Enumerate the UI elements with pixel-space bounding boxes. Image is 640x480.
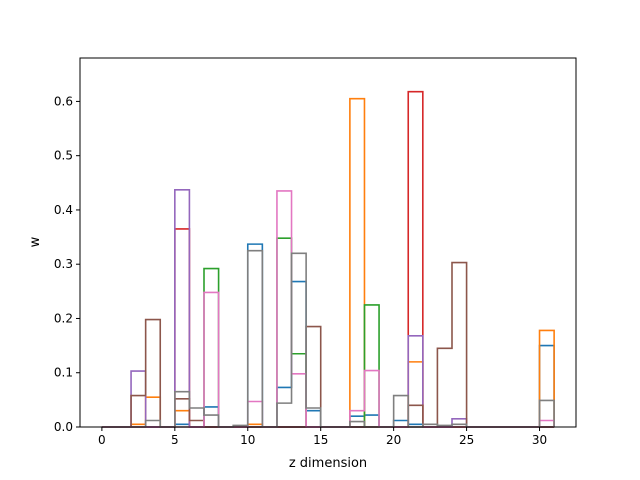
y-axis-label: w bbox=[28, 236, 43, 247]
x-tick-label: 10 bbox=[240, 433, 255, 447]
y-tick-label: 0.3 bbox=[54, 257, 73, 271]
x-axis-ticks: 0 5 10 15 20 25 30 bbox=[98, 427, 547, 447]
histogram-series-6 bbox=[101, 261, 555, 428]
y-tick-label: 0.4 bbox=[54, 203, 73, 217]
histogram-series-1 bbox=[101, 243, 555, 428]
x-tick-label: 15 bbox=[313, 433, 328, 447]
x-axis-label: z dimension bbox=[289, 456, 367, 471]
x-tick-label: 20 bbox=[386, 433, 401, 447]
histogram-series-4 bbox=[101, 90, 555, 428]
histogram-series-5 bbox=[101, 189, 555, 428]
y-tick-label: 0.0 bbox=[54, 420, 73, 434]
histogram-series-8 bbox=[101, 249, 555, 428]
x-tick-label: 0 bbox=[98, 433, 106, 447]
histogram-series-3 bbox=[101, 237, 555, 428]
axes-frame bbox=[79, 57, 577, 428]
x-tick-label: 25 bbox=[459, 433, 474, 447]
y-tick-label: 0.1 bbox=[54, 366, 73, 380]
x-tick-label: 30 bbox=[532, 433, 547, 447]
y-axis-ticks: 0.0 0.1 0.2 0.3 0.4 0.5 0.6 bbox=[54, 94, 80, 434]
y-tick-label: 0.6 bbox=[54, 94, 73, 108]
plot-area bbox=[101, 90, 555, 428]
x-tick-label: 5 bbox=[171, 433, 179, 447]
histogram-series-2 bbox=[101, 97, 555, 428]
histogram-series-7 bbox=[101, 190, 555, 428]
y-tick-label: 0.2 bbox=[54, 311, 73, 325]
y-tick-label: 0.5 bbox=[54, 149, 73, 163]
